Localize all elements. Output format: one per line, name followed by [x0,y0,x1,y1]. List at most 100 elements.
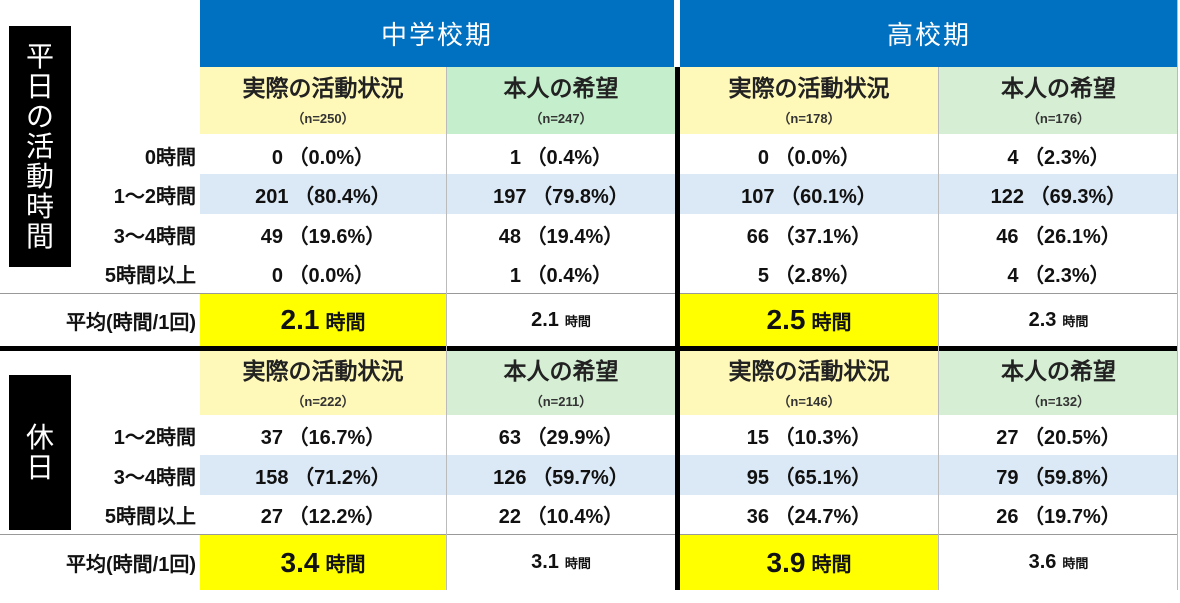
average-cell: 3.1 時間 [447,535,675,590]
col-title: 本人の希望 [503,357,619,384]
col-title: 実際の活動状況 [242,75,404,101]
average-value: 2.5 [766,304,806,335]
col-n: （n=178） [777,111,841,126]
data-cell: 4 （2.3%） [1007,264,1110,287]
average-unit: 時間 [811,554,852,576]
average-cell: 2.3 時間 [939,294,1178,346]
data-cell: 48 （19.4%） [498,225,624,248]
average-label: 平均(時間/1回) [66,311,196,334]
data-cell: 1 （0.4%） [509,264,613,287]
col-title: 実際の活動状況 [242,357,404,384]
average-value: 3.4 [280,546,320,578]
average-cell-highlight: 2.1 時間 [200,294,446,346]
data-cell: 122 （69.3%） [990,185,1127,208]
weekday-col-header-jh-hope: 本人の希望 （n=247） [447,67,675,134]
row-label: 3～4時間 [113,466,196,489]
row-label: 1～2時間 [113,185,196,208]
column-divider [446,67,447,590]
average-unit: 時間 [564,313,591,329]
average-value: 2.1 [531,308,559,331]
col-n: （n=146） [777,393,841,409]
divider [0,534,1178,535]
col-title: 本人の希望 [1001,357,1116,384]
average-label: 平均(時間/1回) [66,554,196,576]
col-title: 本人の希望 [503,75,619,101]
side-char: 日 [25,70,54,102]
data-cell: 36 （24.7%） [746,505,872,528]
row-band [200,455,1178,495]
average-value: 3.1 [531,551,559,573]
data-cell: 15 （10.3%） [746,426,872,449]
col-n: （n=176） [1026,111,1091,126]
average-cell: 3.6 時間 [939,535,1178,590]
data-cell: 66 （37.1%） [746,225,872,248]
data-cell: 79 （59.8%） [996,466,1121,489]
data-cell: 26 （19.7%） [996,505,1121,528]
row-label: 3～4時間 [113,225,196,248]
data-cell: 1 （0.4%） [509,146,613,169]
col-title: 実際の活動状況 [728,357,890,384]
group-divider [675,67,680,590]
weekday-side-label: 平 日 の 活 動 時 間 [9,26,71,267]
average-cell-highlight: 2.5 時間 [680,294,938,346]
data-cell: 63 （29.9%） [498,426,624,449]
row-label: 5時間以上 [104,505,196,528]
col-n: （n=211） [529,393,593,409]
average-unit: 時間 [1062,556,1089,571]
table-right-edge [1177,0,1178,590]
col-title: 本人の希望 [1001,75,1116,101]
weekday-col-header-hs-hope: 本人の希望 （n=176） [939,67,1178,134]
data-cell: 37 （16.7%） [260,426,386,449]
average-unit: 時間 [1062,313,1089,329]
data-cell: 46 （26.1%） [996,225,1121,248]
average-unit: 時間 [811,311,852,334]
side-char: 日 [25,451,54,483]
row-band [200,174,1178,214]
data-cell: 95 （65.1%） [746,466,872,489]
average-value: 3.6 [1028,551,1057,573]
side-char: 動 [25,160,54,192]
side-char: 間 [25,220,54,252]
average-cell-highlight: 3.9 時間 [680,535,938,590]
row-label: 5時間以上 [104,264,196,287]
data-cell: 0 （0.0%） [271,146,375,169]
side-char: 平 [25,40,54,72]
average-unit: 時間 [325,311,366,334]
group-header-high-school: 高校期 [680,0,1178,67]
data-cell: 5 （2.8%） [757,264,861,287]
side-char: 活 [25,130,54,162]
column-divider [938,67,939,590]
row-label: 0時間 [144,146,196,169]
data-cell: 4 （2.3%） [1007,146,1110,169]
data-cell: 0 （0.0%） [757,146,861,169]
col-n: （n=132） [1026,393,1091,409]
section-divider [0,346,1178,351]
holiday-col-header-jh-actual: 実際の活動状況 （n=222） [200,351,446,415]
col-title: 実際の活動状況 [728,75,890,101]
data-cell: 107 （60.1%） [741,185,877,208]
data-cell: 27 （12.2%） [260,505,386,528]
data-cell: 27 （20.5%） [996,426,1121,449]
group-header-junior-high: 中学校期 [200,0,674,67]
average-cell: 2.1 時間 [447,294,675,346]
header-gap [674,0,680,67]
weekday-col-header-jh-actual: 実際の活動状況 （n=250） [200,67,446,134]
data-cell: 158 （71.2%） [255,466,391,489]
data-cell: 22 （10.4%） [498,505,624,528]
side-char: 休 [25,421,54,453]
col-n: （n=250） [291,111,355,126]
average-unit: 時間 [325,554,366,576]
side-char: 時 [25,190,54,222]
data-cell: 0 （0.0%） [271,264,375,287]
row-label: 1～2時間 [113,426,196,449]
data-cell: 126 （59.7%） [493,466,629,489]
data-cell: 201 （80.4%） [255,185,391,208]
data-cell: 197 （79.8%） [493,185,629,208]
average-value: 3.9 [766,546,806,578]
holiday-col-header-jh-hope: 本人の希望 （n=211） [447,351,675,415]
data-cell: 49 （19.6%） [260,225,386,248]
col-n: （n=247） [529,111,593,126]
holiday-side-label: 休 日 [9,375,71,530]
holiday-col-header-hs-hope: 本人の希望 （n=132） [939,351,1178,415]
average-unit: 時間 [564,556,591,571]
